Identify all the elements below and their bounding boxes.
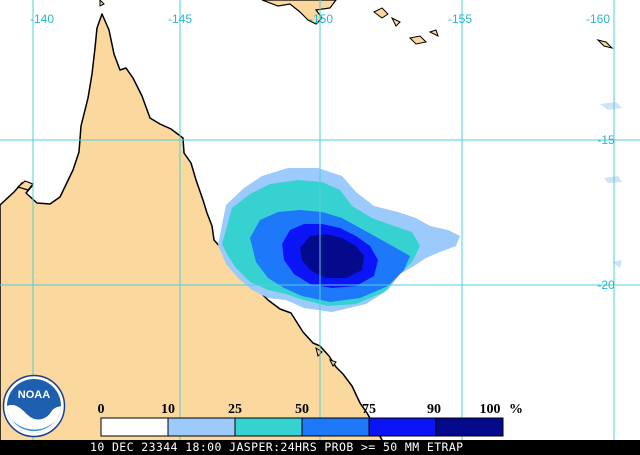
island bbox=[329, 359, 337, 367]
graticule bbox=[0, 0, 640, 440]
longitude-label: -145 bbox=[168, 12, 192, 26]
legend-swatch bbox=[234, 417, 303, 437]
logo-text: NOAA bbox=[18, 389, 50, 401]
legend-swatch bbox=[167, 417, 236, 437]
longitude-label: -160 bbox=[586, 12, 610, 26]
legend-values: 0 10 25 50 75 90 100 % bbox=[98, 402, 524, 417]
legend-value: 50 bbox=[295, 402, 309, 417]
legend-value: 90 bbox=[427, 402, 441, 417]
landmass-australia bbox=[0, 13, 387, 455]
legend-swatch bbox=[368, 417, 437, 437]
latitude-label: -20 bbox=[597, 278, 615, 292]
legend-swatch bbox=[435, 417, 504, 437]
latitude-label: -15 bbox=[597, 133, 615, 147]
legend-swatch bbox=[301, 417, 370, 437]
legend-unit: % bbox=[509, 402, 523, 417]
island bbox=[99, 0, 105, 7]
longitude-label: -150 bbox=[309, 12, 333, 26]
legend-value: 0 bbox=[98, 402, 105, 417]
prob-contour-90 bbox=[300, 234, 364, 278]
reef-patches bbox=[600, 102, 622, 268]
island bbox=[428, 29, 439, 37]
island bbox=[390, 16, 401, 27]
island bbox=[408, 35, 428, 45]
legend-swatch bbox=[100, 417, 169, 437]
legend-value: 25 bbox=[228, 402, 242, 417]
caption-bar: 10 DEC 23344 18:00 JASPER:24HRS PROB >= … bbox=[0, 440, 640, 455]
legend-value: 100 bbox=[480, 402, 501, 417]
legend-colorbar bbox=[100, 417, 504, 437]
island bbox=[596, 39, 614, 49]
island-group bbox=[261, 0, 337, 25]
probability-field bbox=[218, 168, 460, 312]
legend-value: 10 bbox=[161, 402, 175, 417]
island bbox=[373, 7, 389, 19]
longitude-label: -155 bbox=[448, 12, 472, 26]
noaa-logo-icon: NOAA bbox=[2, 374, 66, 438]
caption-text: 10 DEC 23344 18:00 JASPER:24HRS PROB >= … bbox=[90, 440, 464, 454]
legend-value: 75 bbox=[362, 402, 376, 417]
longitude-label: -140 bbox=[30, 12, 54, 26]
